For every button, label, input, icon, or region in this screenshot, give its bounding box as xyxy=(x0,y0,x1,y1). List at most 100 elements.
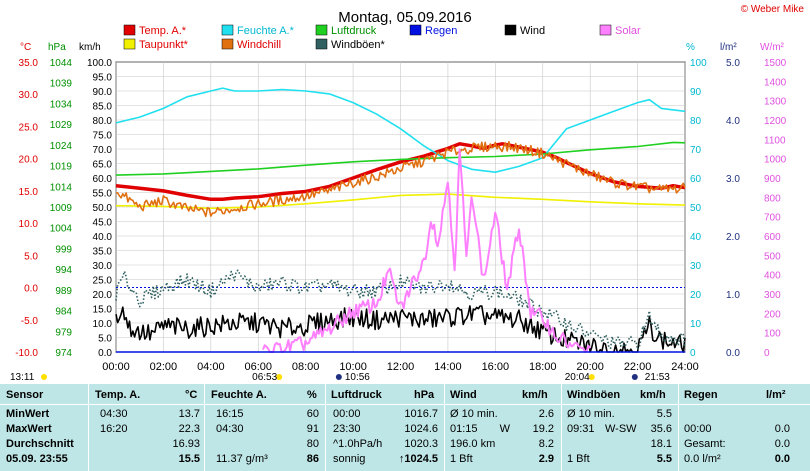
y-tick-label: 30 xyxy=(690,261,702,272)
y-tick-label: 0 xyxy=(764,348,770,359)
stat-wind-val: 2.6 xyxy=(538,408,554,420)
y-tick-label: 10.0 xyxy=(19,219,39,230)
y-tick-label: 80.0 xyxy=(93,116,113,127)
legend-swatch xyxy=(409,24,422,36)
x-tick-label: 06:00 xyxy=(244,361,272,373)
stat-hum-val: 91 xyxy=(306,423,319,435)
stat-gust-val: 5.5 xyxy=(656,453,672,465)
y-tick-label: 1100 xyxy=(764,135,786,146)
y-tick-label: 994 xyxy=(55,265,72,276)
stat-gust-val: 35.6 xyxy=(650,423,672,435)
hdr-press-unit: hPa xyxy=(414,389,435,401)
x-axis-ticks: 00:00 02:00 04:00 06:00 08:00 10:00 12:00 14:00… xyxy=(102,361,699,373)
y-tick-label: 0.0 xyxy=(24,284,38,295)
legend-swatch xyxy=(221,38,234,50)
y-tick-label: 979 xyxy=(55,327,72,338)
legend-label: Feuchte A.* xyxy=(237,25,295,37)
hdr-gust-unit: km/h xyxy=(640,389,666,401)
col-divider xyxy=(561,384,562,471)
stat-press-val: 1020.3 xyxy=(404,438,438,450)
hdr-hum-unit: % xyxy=(307,389,317,401)
hdr-wind-unit: km/h xyxy=(522,389,548,401)
stat-temp-val: 13.7 xyxy=(178,408,200,420)
stat-label: MinWert xyxy=(6,408,50,420)
hdr-hum: Feuchte A. xyxy=(211,389,267,401)
sunset-marker xyxy=(588,374,595,380)
y-tick-label: 700 xyxy=(764,213,781,224)
stat-gust-time: 09:31 xyxy=(567,423,595,435)
hdr-temp: Temp. A. xyxy=(95,389,141,401)
y-tick-label: 30.0 xyxy=(19,90,39,101)
marker-time-label: 20:04 xyxy=(565,372,590,383)
y-tick-label: 50 xyxy=(690,203,702,214)
stat-rain-time: Gesamt: xyxy=(684,438,726,450)
y-tick-label: 1000 xyxy=(764,155,787,166)
y-tick-label: 800 xyxy=(764,193,781,204)
stat-rain-val: 0.0 xyxy=(774,423,790,435)
y-tick-label: 989 xyxy=(55,286,72,297)
y-tick-label: 600 xyxy=(764,232,781,243)
x-tick-label: 12:00 xyxy=(387,361,415,373)
weather-chart: Montag, 05.09.2016 °C hPa km/h % l/m² W/… xyxy=(10,9,787,383)
stat-press-time: ^1.0hPa/h xyxy=(333,438,383,450)
stat-press-time: 00:00 xyxy=(333,408,361,420)
legend-swatch xyxy=(123,24,136,36)
legend-swatch xyxy=(315,38,328,50)
hdr-rain-unit: l/m² xyxy=(766,389,786,401)
y-tick-label: 80 xyxy=(690,116,702,127)
hdr-temp-unit: °C xyxy=(185,389,198,401)
marker-time-label: 10:56 xyxy=(345,372,370,383)
x-tick-label: 00:00 xyxy=(102,361,130,373)
y-tick-label: 1034 xyxy=(50,99,73,110)
grid xyxy=(115,61,686,353)
x-tick-label: 18:00 xyxy=(529,361,557,373)
stat-hum-time: 16:15 xyxy=(216,408,244,420)
y-tick-label: 1014 xyxy=(50,182,73,193)
x-tick-label: 10:00 xyxy=(339,361,367,373)
series-solar xyxy=(262,148,591,353)
x-tick-label: 20:00 xyxy=(576,361,604,373)
x-tick-label: 04:00 xyxy=(197,361,225,373)
y-tick-label: 40.0 xyxy=(93,232,113,243)
stat-hum-val: 80 xyxy=(306,438,319,450)
legend-swatch xyxy=(599,24,612,36)
stat-gust-time: 1 Bft xyxy=(567,453,590,465)
y-tick-label: 984 xyxy=(55,307,72,318)
y-tick-label: 4.0 xyxy=(726,116,740,127)
y-tick-label: 90.0 xyxy=(93,87,113,98)
y-tick-label: 0 xyxy=(690,348,696,359)
stat-temp-val: 15.5 xyxy=(178,453,200,465)
y-tick-label: 25.0 xyxy=(19,122,39,133)
y-tick-label: 1029 xyxy=(50,120,73,131)
axis-unit-pressure: hPa xyxy=(48,42,66,53)
stat-temp-time: 16:20 xyxy=(100,423,128,435)
y-tick-label: 300 xyxy=(764,290,781,301)
stat-label: 05.09. 23:55 xyxy=(6,453,68,465)
y-tick-label: 60 xyxy=(690,174,702,185)
hdr-sensor: Sensor xyxy=(6,389,44,401)
legend-swatch xyxy=(221,24,234,36)
y-tick-label: 1009 xyxy=(50,203,73,214)
y-tick-label: 15.0 xyxy=(93,305,113,316)
hdr-wind: Wind xyxy=(450,389,477,401)
axis-unit-humidity: % xyxy=(686,42,695,53)
stat-wind-val: 19.2 xyxy=(532,423,554,435)
y-tick-label: 70.0 xyxy=(93,145,113,156)
stat-press-val: ↑1024.5 xyxy=(398,453,438,465)
stat-hum-time: 11.37 g/m³ xyxy=(216,453,268,465)
stat-wind-val: 8.2 xyxy=(538,438,554,450)
stat-press-val: 1024.6 xyxy=(404,423,438,435)
legend-swatch xyxy=(123,38,136,50)
axis-unit-rain: l/m² xyxy=(720,42,737,53)
y-tick-label: 1400 xyxy=(764,77,787,88)
col-divider xyxy=(325,384,326,471)
y-tick-label: 100 xyxy=(690,58,707,69)
stats-divider xyxy=(0,404,810,405)
y-tick-label: 75.0 xyxy=(93,131,113,142)
stat-hum-val: 86 xyxy=(306,453,319,465)
y-tick-label: 30.0 xyxy=(93,261,113,272)
stat-rain-time: 00:00 xyxy=(684,423,712,435)
y-tick-label: 95.0 xyxy=(93,73,113,84)
y-tick-label: 1039 xyxy=(50,79,73,90)
x-tick-label: 02:00 xyxy=(150,361,178,373)
